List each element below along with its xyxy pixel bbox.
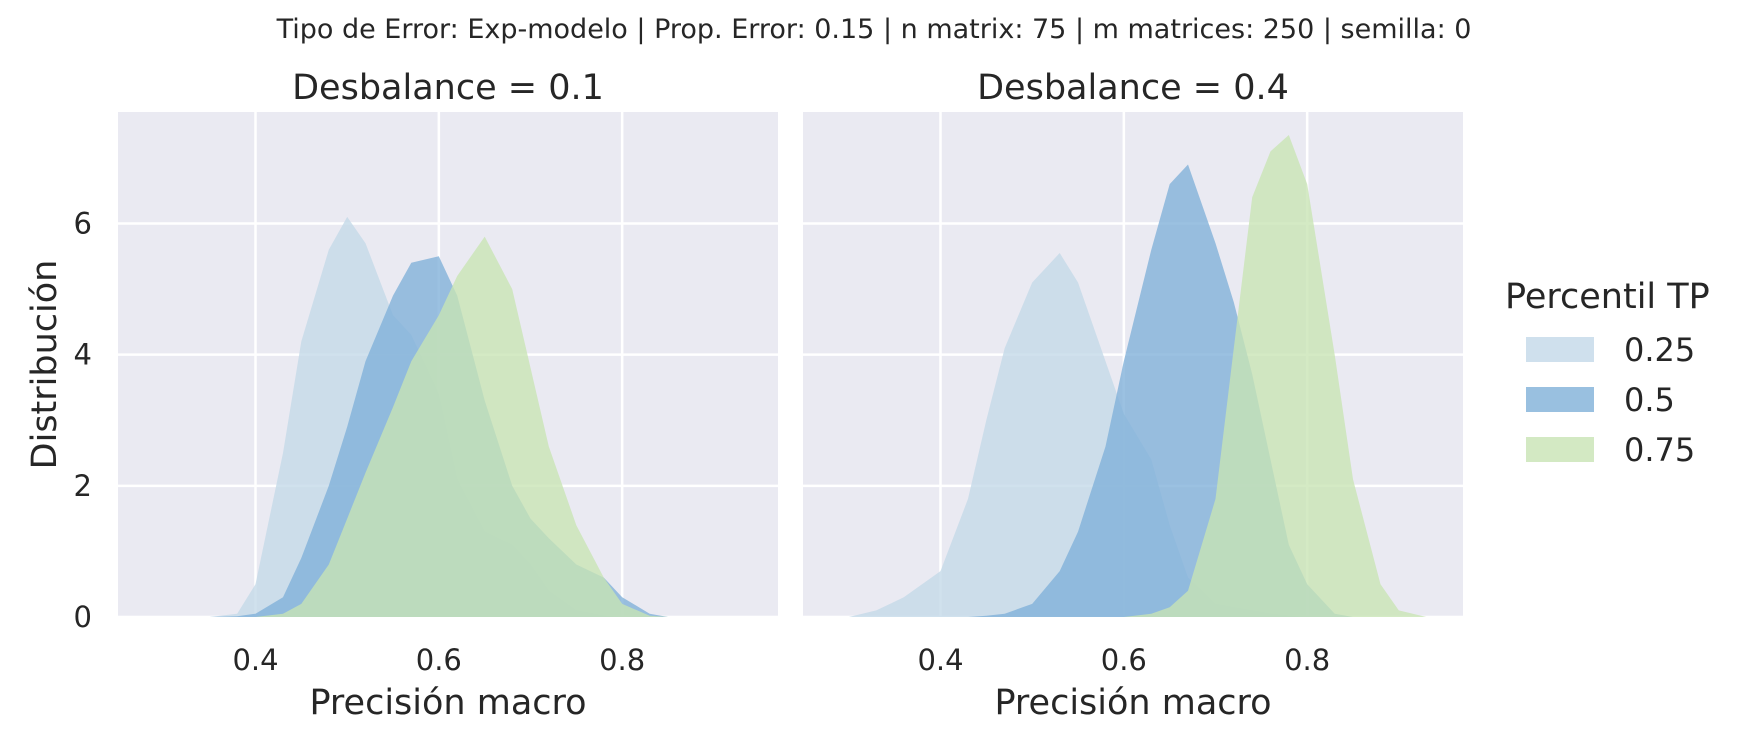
legend: Percentil TP 0.25 0.5 0.75 (1505, 277, 1710, 469)
panel-title: Desbalance = 0.1 (292, 68, 604, 108)
legend-swatch-1 (1526, 387, 1594, 412)
y-tick-label: 6 (74, 206, 92, 240)
density-area-0.5 (848, 164, 1427, 617)
legend-swatch-2 (1526, 437, 1594, 462)
x-tick-label: 0.6 (416, 643, 462, 677)
y-tick-label: 2 (74, 469, 92, 503)
y-tick-label: 4 (74, 338, 92, 372)
legend-title: Percentil TP (1505, 277, 1710, 317)
density-area-0.25 (848, 253, 1427, 617)
panel-desbalance-0.1: 0.4 0.6 0.8 0 2 4 6 Desbalance = 0.1 Precisión m… (25, 68, 778, 723)
x-axis-label: Precisión macro (309, 683, 586, 723)
legend-label-1: 0.5 (1624, 381, 1675, 419)
panel-title: Desbalance = 0.4 (977, 68, 1289, 108)
x-tick-label: 0.4 (232, 643, 278, 677)
x-tick-label: 0.4 (917, 643, 963, 677)
x-tick-label: 0.8 (599, 643, 645, 677)
y-tick-label: 0 (74, 600, 92, 634)
y-axis-label: Distribución (25, 260, 65, 470)
density-area-0.75 (848, 135, 1427, 617)
legend-label-2: 0.75 (1624, 431, 1695, 469)
x-tick-label: 0.6 (1101, 643, 1147, 677)
figure-suptitle: Tipo de Error: Exp-modelo | Prop. Error:… (276, 14, 1472, 45)
density-area-0.75 (163, 236, 714, 617)
legend-label-0: 0.25 (1624, 331, 1695, 369)
panel-desbalance-0.4: 0.4 0.6 0.8 Desbalance = 0.4 Precisión macro (803, 68, 1463, 723)
legend-swatch-0 (1526, 337, 1594, 362)
x-tick-label: 0.8 (1284, 643, 1330, 677)
x-axis-label: Precisión macro (994, 683, 1271, 723)
